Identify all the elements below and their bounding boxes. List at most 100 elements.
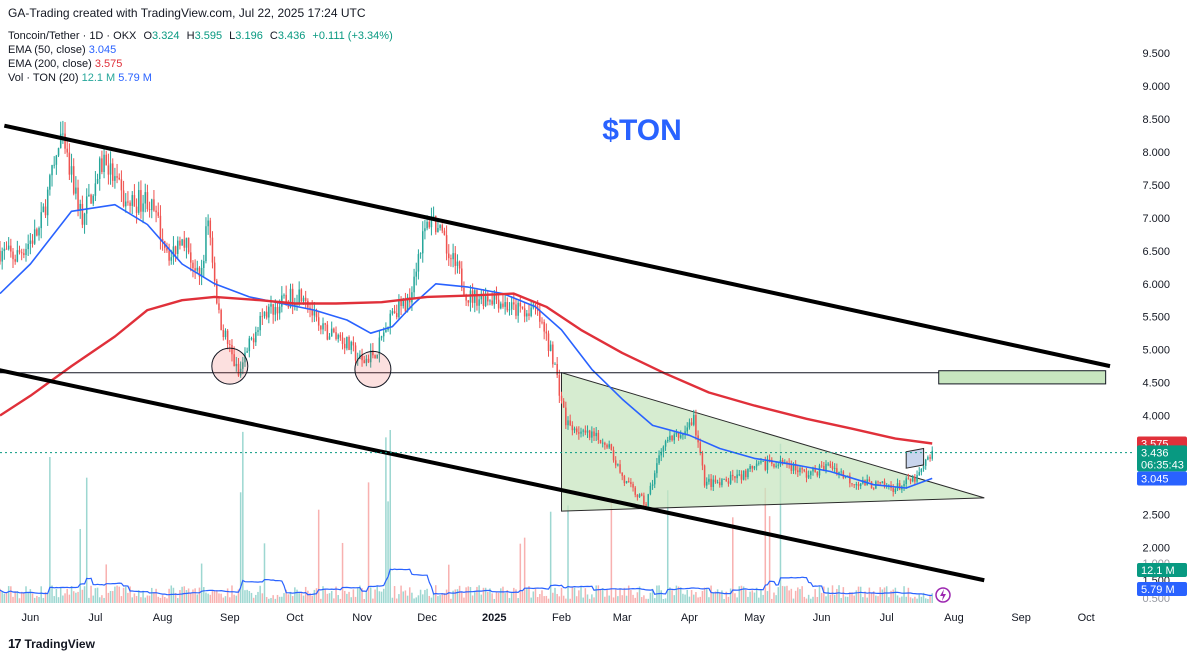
volume-bar — [42, 597, 45, 603]
candle-body — [64, 133, 66, 149]
volume-bar — [703, 587, 706, 603]
candle-body — [656, 463, 658, 474]
volume-bar — [541, 590, 543, 603]
candle-body — [270, 304, 272, 307]
volume-bar — [209, 594, 212, 603]
candle-body — [554, 363, 556, 365]
x-tick-label: Nov — [352, 612, 372, 624]
candle-body — [309, 307, 311, 310]
legend-symbol[interactable]: Toncoin/Tether · 1D · OKX — [8, 30, 137, 42]
candle-body — [929, 457, 931, 459]
volume-bar — [166, 598, 168, 603]
volume-bar — [775, 595, 777, 603]
volume-bar — [302, 595, 305, 603]
candle-body — [630, 482, 632, 484]
volume-bar — [18, 598, 21, 603]
candle-body — [502, 303, 504, 307]
candle-body — [404, 298, 407, 312]
candle-body — [758, 462, 760, 464]
volume-bar — [593, 597, 595, 603]
volume-bar — [814, 589, 816, 603]
volume-bar — [16, 591, 19, 603]
candle-body — [751, 466, 754, 469]
volume-bar — [682, 593, 684, 603]
tradingview-brand-label: TradingView — [24, 636, 95, 651]
candle-body — [209, 220, 212, 238]
volume-bar — [222, 597, 225, 603]
candle-body — [398, 299, 400, 318]
candle-body — [927, 457, 929, 460]
candle-body — [736, 474, 738, 479]
candle-body — [38, 228, 40, 236]
volume-bar — [582, 597, 584, 603]
volume-bar — [692, 594, 695, 603]
candle-body — [187, 237, 190, 253]
candle-body — [129, 202, 131, 206]
volume-bar — [580, 586, 582, 603]
candle-body — [291, 288, 294, 307]
candle-body — [0, 250, 1, 262]
volume-bar — [181, 586, 183, 603]
volume-bar — [751, 590, 754, 603]
volume-bar — [539, 594, 541, 603]
volume-ma-label-text: 5.79 M — [1141, 584, 1175, 596]
legend-ema50-row[interactable]: EMA (50, close) 3.045 — [8, 43, 393, 57]
candle-body — [909, 478, 912, 482]
volume-bar — [699, 596, 702, 603]
volume-bar — [376, 585, 378, 603]
candle-body — [855, 484, 858, 486]
volume-bar — [231, 585, 233, 603]
volume-bar — [20, 591, 23, 603]
candle-body — [14, 259, 16, 262]
volume-bar — [532, 591, 535, 603]
volume-bar — [586, 594, 589, 603]
volume-bar — [155, 588, 157, 603]
volume-bar — [621, 595, 623, 603]
candle-body — [237, 363, 240, 376]
volume-bar — [127, 592, 129, 603]
volume-bar — [350, 597, 352, 603]
ema50-price-label: 3.045 — [1137, 471, 1187, 486]
volume-bar — [560, 587, 563, 603]
volume-bar — [595, 585, 597, 603]
x-tick-label: Aug — [944, 612, 964, 624]
y-tick-label: 2.500 — [1142, 509, 1170, 521]
volume-bar — [116, 585, 118, 603]
volume-bar — [922, 592, 925, 603]
volume-bar — [630, 590, 632, 603]
candle-body — [829, 463, 832, 467]
candle-body — [471, 290, 474, 303]
volume-bar — [491, 593, 493, 603]
tradingview-brand[interactable]: 17 TradingView — [8, 636, 95, 651]
volume-bar — [543, 596, 545, 603]
volume-bar — [688, 596, 691, 603]
candle-body — [547, 333, 550, 351]
volume-bar — [881, 589, 884, 603]
volume-last-label-text: 12.1 M — [1141, 565, 1175, 577]
candle-body — [20, 252, 23, 254]
volume-bar — [853, 595, 855, 603]
legend-ema200-row[interactable]: EMA (200, close) 3.575 — [8, 57, 393, 71]
volume-bar — [831, 585, 834, 603]
candle-body — [205, 226, 207, 262]
ema50-price-label-text: 3.045 — [1141, 473, 1169, 485]
candle-body — [643, 495, 645, 505]
candle-body — [142, 203, 144, 212]
candles-layer — [0, 120, 933, 510]
candle-body — [781, 460, 784, 464]
alert-lightning-bolt — [940, 589, 946, 601]
candle-body — [437, 227, 439, 233]
legend-volume-row[interactable]: Vol · TON (20) 12.1 M 5.79 M — [8, 71, 393, 85]
volume-bar — [77, 591, 79, 603]
volume-bar — [315, 588, 318, 603]
candle-body — [565, 407, 567, 426]
volume-bar — [94, 588, 97, 603]
candle-body — [558, 375, 561, 396]
candle-body — [679, 435, 682, 438]
x-tick-label: Aug — [153, 612, 173, 624]
volume-bar — [7, 586, 10, 603]
volume-bar — [842, 587, 845, 603]
x-tick-label: Jul — [880, 612, 894, 624]
volume-bar — [83, 586, 86, 603]
